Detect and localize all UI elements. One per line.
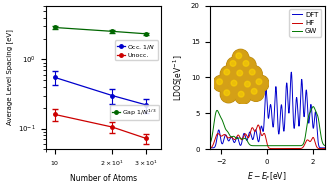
HF bbox=[319, 147, 323, 150]
Line: GW: GW bbox=[210, 107, 325, 146]
Legend: Gap $1/N^{1/3}$: Gap $1/N^{1/3}$ bbox=[110, 105, 159, 120]
GW bbox=[260, 145, 264, 147]
GW bbox=[264, 145, 268, 147]
DFT bbox=[298, 104, 302, 107]
HF bbox=[208, 147, 212, 149]
DFT bbox=[289, 71, 293, 73]
Legend: DFT, HF, GW: DFT, HF, GW bbox=[289, 9, 321, 37]
HF bbox=[319, 147, 323, 150]
DFT bbox=[208, 147, 212, 149]
GW bbox=[214, 113, 217, 116]
HF bbox=[260, 134, 264, 136]
DFT bbox=[319, 147, 323, 149]
HF bbox=[264, 136, 268, 138]
X-axis label: Number of Atoms: Number of Atoms bbox=[70, 174, 137, 183]
DFT bbox=[323, 147, 327, 149]
HF bbox=[323, 147, 327, 150]
GW bbox=[208, 143, 212, 145]
HF bbox=[279, 147, 283, 150]
Line: HF: HF bbox=[210, 125, 325, 149]
Line: DFT: DFT bbox=[210, 72, 325, 148]
X-axis label: $E - E_F$[eV]: $E - E_F$[eV] bbox=[247, 171, 287, 183]
GW bbox=[263, 145, 267, 147]
DFT bbox=[264, 91, 268, 94]
GW bbox=[311, 105, 315, 108]
GW bbox=[319, 137, 323, 139]
HF bbox=[256, 124, 260, 126]
GW bbox=[298, 145, 302, 147]
DFT bbox=[319, 147, 323, 149]
DFT bbox=[214, 145, 217, 147]
Y-axis label: LDOS[eV$^{-1}$]: LDOS[eV$^{-1}$] bbox=[172, 54, 185, 101]
HF bbox=[214, 137, 217, 139]
Y-axis label: Average Level Spacing [eV]: Average Level Spacing [eV] bbox=[6, 29, 13, 125]
GW bbox=[319, 138, 323, 140]
DFT bbox=[260, 129, 264, 131]
HF bbox=[298, 147, 302, 150]
GW bbox=[323, 144, 327, 147]
